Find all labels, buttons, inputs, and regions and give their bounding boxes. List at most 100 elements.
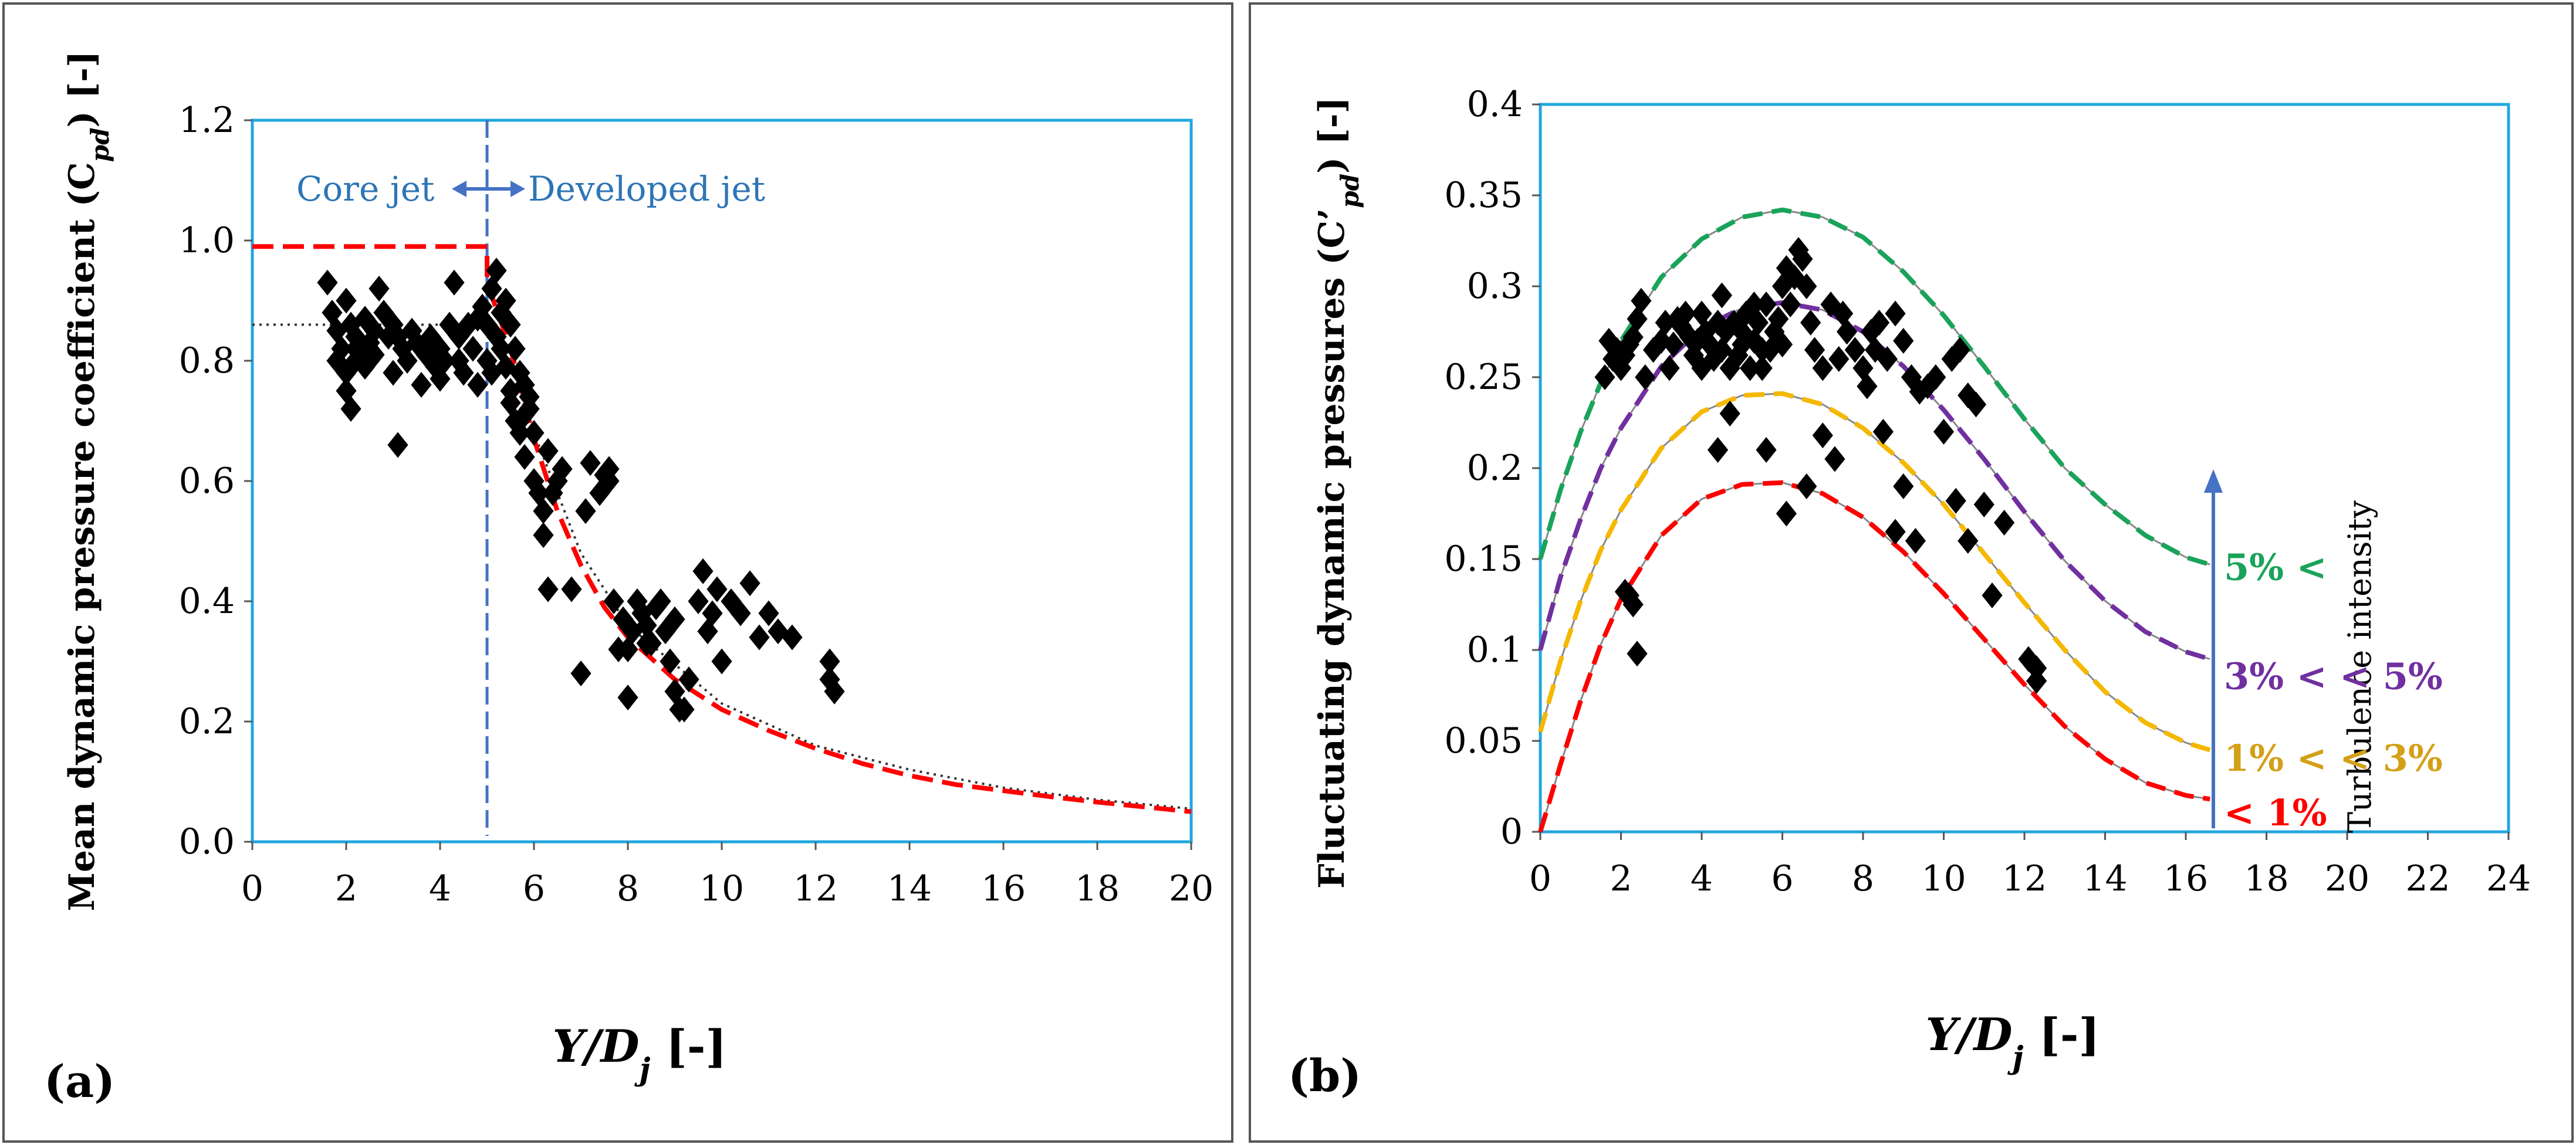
data-point: [1844, 337, 1865, 363]
data-point: [1663, 331, 1684, 358]
data-point: [411, 372, 432, 398]
data-point: [345, 336, 366, 362]
data-point: [1780, 292, 1801, 317]
panel-b-x-axis-label: Y/Dj [-]: [1926, 1008, 2100, 1076]
data-point: [636, 612, 657, 638]
data-point: [1933, 419, 1955, 445]
data-point: [1776, 500, 1797, 527]
data-point: [1594, 364, 1615, 390]
data-point: [336, 378, 357, 404]
data-point: [706, 576, 728, 602]
y-tick-label: 0: [1500, 811, 1523, 852]
data-point: [397, 348, 418, 374]
data-point: [1743, 292, 1764, 317]
x-tick-label: 20: [2325, 858, 2369, 899]
data-point: [1812, 422, 1833, 449]
x-tick-label: 18: [2244, 858, 2288, 899]
data-point: [589, 480, 610, 506]
data-point: [603, 588, 624, 614]
x-tick-label: 16: [981, 868, 1026, 909]
data-point: [1872, 419, 1894, 445]
data-point: [533, 522, 554, 548]
core-jet-label: Core jet: [296, 169, 434, 209]
data-point: [1627, 641, 1648, 667]
data-point: [1994, 510, 2015, 536]
data-point: [678, 666, 699, 693]
data-point: [721, 588, 742, 614]
data-point: [467, 372, 488, 398]
data-point: [1707, 437, 1729, 463]
data-point: [537, 438, 559, 464]
data-point: [1622, 324, 1644, 350]
y-tick-label: 0.35: [1444, 175, 1523, 216]
data-point: [1857, 373, 1878, 399]
band-label: 3% < < 5%: [2224, 655, 2443, 698]
band-label: 5% <: [2224, 546, 2327, 589]
data-point: [570, 661, 591, 686]
data-point: [1768, 306, 1789, 332]
data-point: [824, 678, 845, 705]
data-point: [1905, 528, 1926, 554]
x-tick-label: 20: [1169, 868, 1213, 909]
data-point: [1836, 319, 1858, 345]
data-point: [561, 576, 582, 602]
panel-a-y-ticks: 0.0 0.2 0.4 0.6 0.8 1.0 1.2: [179, 100, 252, 862]
data-point: [730, 600, 751, 627]
data-point: [1945, 487, 1966, 514]
panel-a-label: (a): [44, 1055, 115, 1108]
data-point: [434, 348, 455, 374]
x-tick-label: 6: [1771, 858, 1793, 899]
data-point: [1885, 300, 1906, 327]
data-point: [1796, 473, 1817, 499]
y-tick-label: 0.8: [179, 340, 235, 381]
x-tick-label: 16: [2163, 858, 2208, 899]
data-point: [692, 558, 714, 584]
data-point: [1614, 578, 1635, 605]
data-point: [462, 336, 484, 362]
data-point: [364, 341, 385, 368]
panel-a-border: [2, 2, 1233, 1143]
intensity-curve: [1538, 480, 2210, 833]
data-point: [317, 269, 338, 296]
data-point: [1804, 337, 1825, 363]
data-point: [1800, 310, 1821, 336]
data-point: [674, 696, 695, 723]
data-point: [1772, 331, 1793, 358]
data-point: [782, 624, 803, 651]
data-point: [1958, 528, 1979, 554]
data-point: [613, 606, 634, 632]
band-label: 1% < < 3%: [2224, 737, 2443, 780]
data-point: [617, 685, 638, 710]
data-point: [664, 678, 685, 705]
x-tick-label: 12: [2002, 858, 2047, 899]
data-point: [387, 324, 408, 350]
data-point: [1739, 355, 1761, 381]
panel-b-band-labels: 5% < 3% < < 5% 1% < < 3% < 1%: [2224, 546, 2443, 835]
data-point: [1877, 346, 1898, 372]
x-tick-label: 2: [335, 868, 357, 909]
data-point: [711, 648, 732, 675]
y-tick-label: 0.05: [1444, 720, 1523, 761]
data-point: [444, 269, 465, 296]
data-point: [523, 420, 545, 446]
panel-b-points: [1594, 237, 2047, 694]
data-point: [1627, 306, 1648, 332]
developed-jet-label: Developed jet: [528, 169, 765, 209]
data-point: [622, 618, 643, 645]
y-tick-label: 0.25: [1444, 357, 1523, 398]
data-point: [655, 618, 676, 645]
panel-a-x-ticks: 0 2 4 6 8 10 12 14 16 18 20: [241, 842, 1213, 909]
data-point: [1631, 287, 1652, 314]
x-tick-label: 24: [2486, 858, 2531, 899]
x-tick-label: 8: [1852, 858, 1874, 899]
panel-b-y-axis-label: Fluctuating dynamic pressures (C’pd) [-]: [1311, 97, 1364, 889]
data-point: [1756, 437, 1777, 463]
x-tick-label: 10: [699, 868, 744, 909]
data-point: [1752, 355, 1773, 381]
data-point: [1868, 310, 1890, 336]
y-tick-label: 0.4: [1467, 84, 1523, 125]
data-point: [1965, 391, 1987, 418]
data-point: [1796, 273, 1817, 299]
panel-b-x-ticks: 0 2 4 6 8 10 12 14 16 18 20 22 24: [1529, 832, 2531, 899]
data-point: [1711, 337, 1732, 363]
